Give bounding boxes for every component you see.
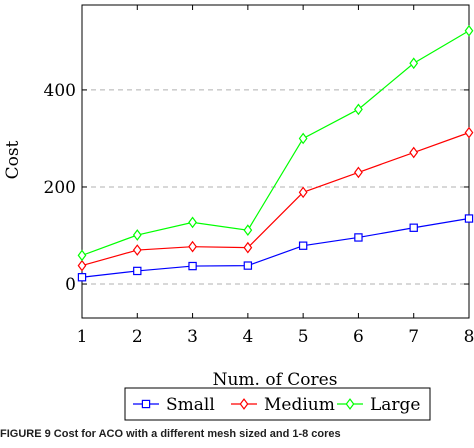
x-tick-label: 7 — [408, 327, 419, 347]
legend-item-medium: Medium — [231, 395, 335, 415]
diamond-marker — [298, 132, 308, 145]
diamond-marker — [243, 224, 253, 237]
diamond-marker — [188, 240, 197, 253]
diamond-marker — [464, 126, 474, 139]
legend-item-small: Small — [133, 395, 215, 415]
data-series — [77, 24, 474, 282]
diamond-marker — [464, 24, 474, 37]
legend-box — [124, 387, 431, 421]
x-tick-label: 2 — [132, 327, 143, 347]
diamond-marker — [77, 259, 87, 272]
diamond-marker — [409, 146, 419, 159]
series-line — [81, 217, 470, 278]
square-marker — [409, 223, 418, 232]
legend-item-large: Large — [337, 395, 421, 415]
x-tick-label: 6 — [353, 327, 364, 347]
y-tick-label: 200 — [44, 178, 76, 198]
diamond-marker — [132, 229, 142, 241]
diamond-marker — [409, 57, 419, 70]
y-tick-label: 400 — [44, 81, 76, 101]
series-small — [77, 214, 474, 282]
square-marker — [141, 399, 151, 409]
diamond-marker — [345, 398, 355, 410]
plot-area-frame — [81, 4, 470, 319]
x-tick-label: 1 — [77, 327, 88, 347]
x-axis-label: Num. of Cores — [213, 370, 338, 390]
square-marker — [464, 214, 474, 223]
axis-ticks: 0 200 400 1 2 3 4 5 6 7 8 — [44, 5, 474, 347]
square-marker — [298, 241, 308, 250]
x-tick-label: 8 — [464, 327, 474, 347]
legend-label: Medium — [264, 395, 335, 415]
y-tick-label: 0 — [65, 275, 76, 295]
y-axis-label: Cost — [3, 140, 23, 179]
square-marker — [133, 266, 142, 276]
square-marker — [243, 261, 253, 270]
series-medium — [77, 126, 474, 272]
legend-label: Small — [166, 395, 215, 415]
square-marker — [188, 261, 197, 271]
x-tick-label: 4 — [242, 327, 253, 347]
square-marker — [77, 273, 87, 282]
legend: Small Medium Large — [124, 387, 431, 421]
series-line — [81, 132, 470, 267]
x-tick-label: 5 — [298, 327, 309, 347]
diamond-marker — [243, 241, 253, 254]
grid-lines — [82, 89, 469, 285]
diamond-marker — [298, 186, 308, 199]
diamond-marker — [354, 103, 363, 116]
diamond-marker — [239, 398, 249, 410]
series-line — [81, 30, 470, 256]
diamond-marker — [77, 249, 87, 262]
x-tick-label: 3 — [187, 327, 198, 347]
diamond-marker — [188, 216, 197, 229]
figure-caption: FIGURE 9 Cost for ACO with a different m… — [0, 428, 341, 440]
diamond-marker — [132, 244, 142, 256]
square-marker — [354, 233, 363, 242]
series-large — [77, 24, 474, 262]
legend-label: Large — [370, 395, 421, 415]
diamond-marker — [354, 166, 363, 179]
